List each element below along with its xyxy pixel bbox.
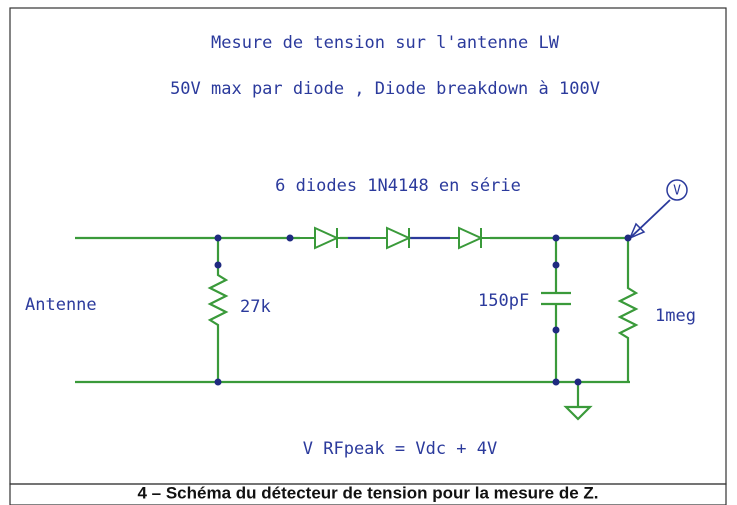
diodes-label: 6 diodes 1N4148 en série: [275, 176, 521, 196]
r1-label: 27k: [240, 297, 271, 317]
diodes: [300, 226, 490, 250]
probe-label: V: [673, 184, 681, 199]
caption: 4 – Schéma du détecteur de tension pour …: [137, 483, 598, 502]
title: Mesure de tension sur l'antenne LW: [211, 33, 560, 53]
junctions: [214, 234, 632, 386]
probe: V: [628, 179, 688, 240]
caption-frame: [9, 483, 727, 505]
c1-label: 150pF: [478, 291, 529, 311]
subtitle: 50V max par diode , Diode breakdown à 10…: [170, 79, 600, 99]
input-label: Antenne: [25, 295, 97, 315]
wires: [75, 236, 639, 421]
r2-label: 1meg: [655, 306, 696, 326]
formula: V RFpeak = Vdc + 4V: [303, 439, 497, 459]
